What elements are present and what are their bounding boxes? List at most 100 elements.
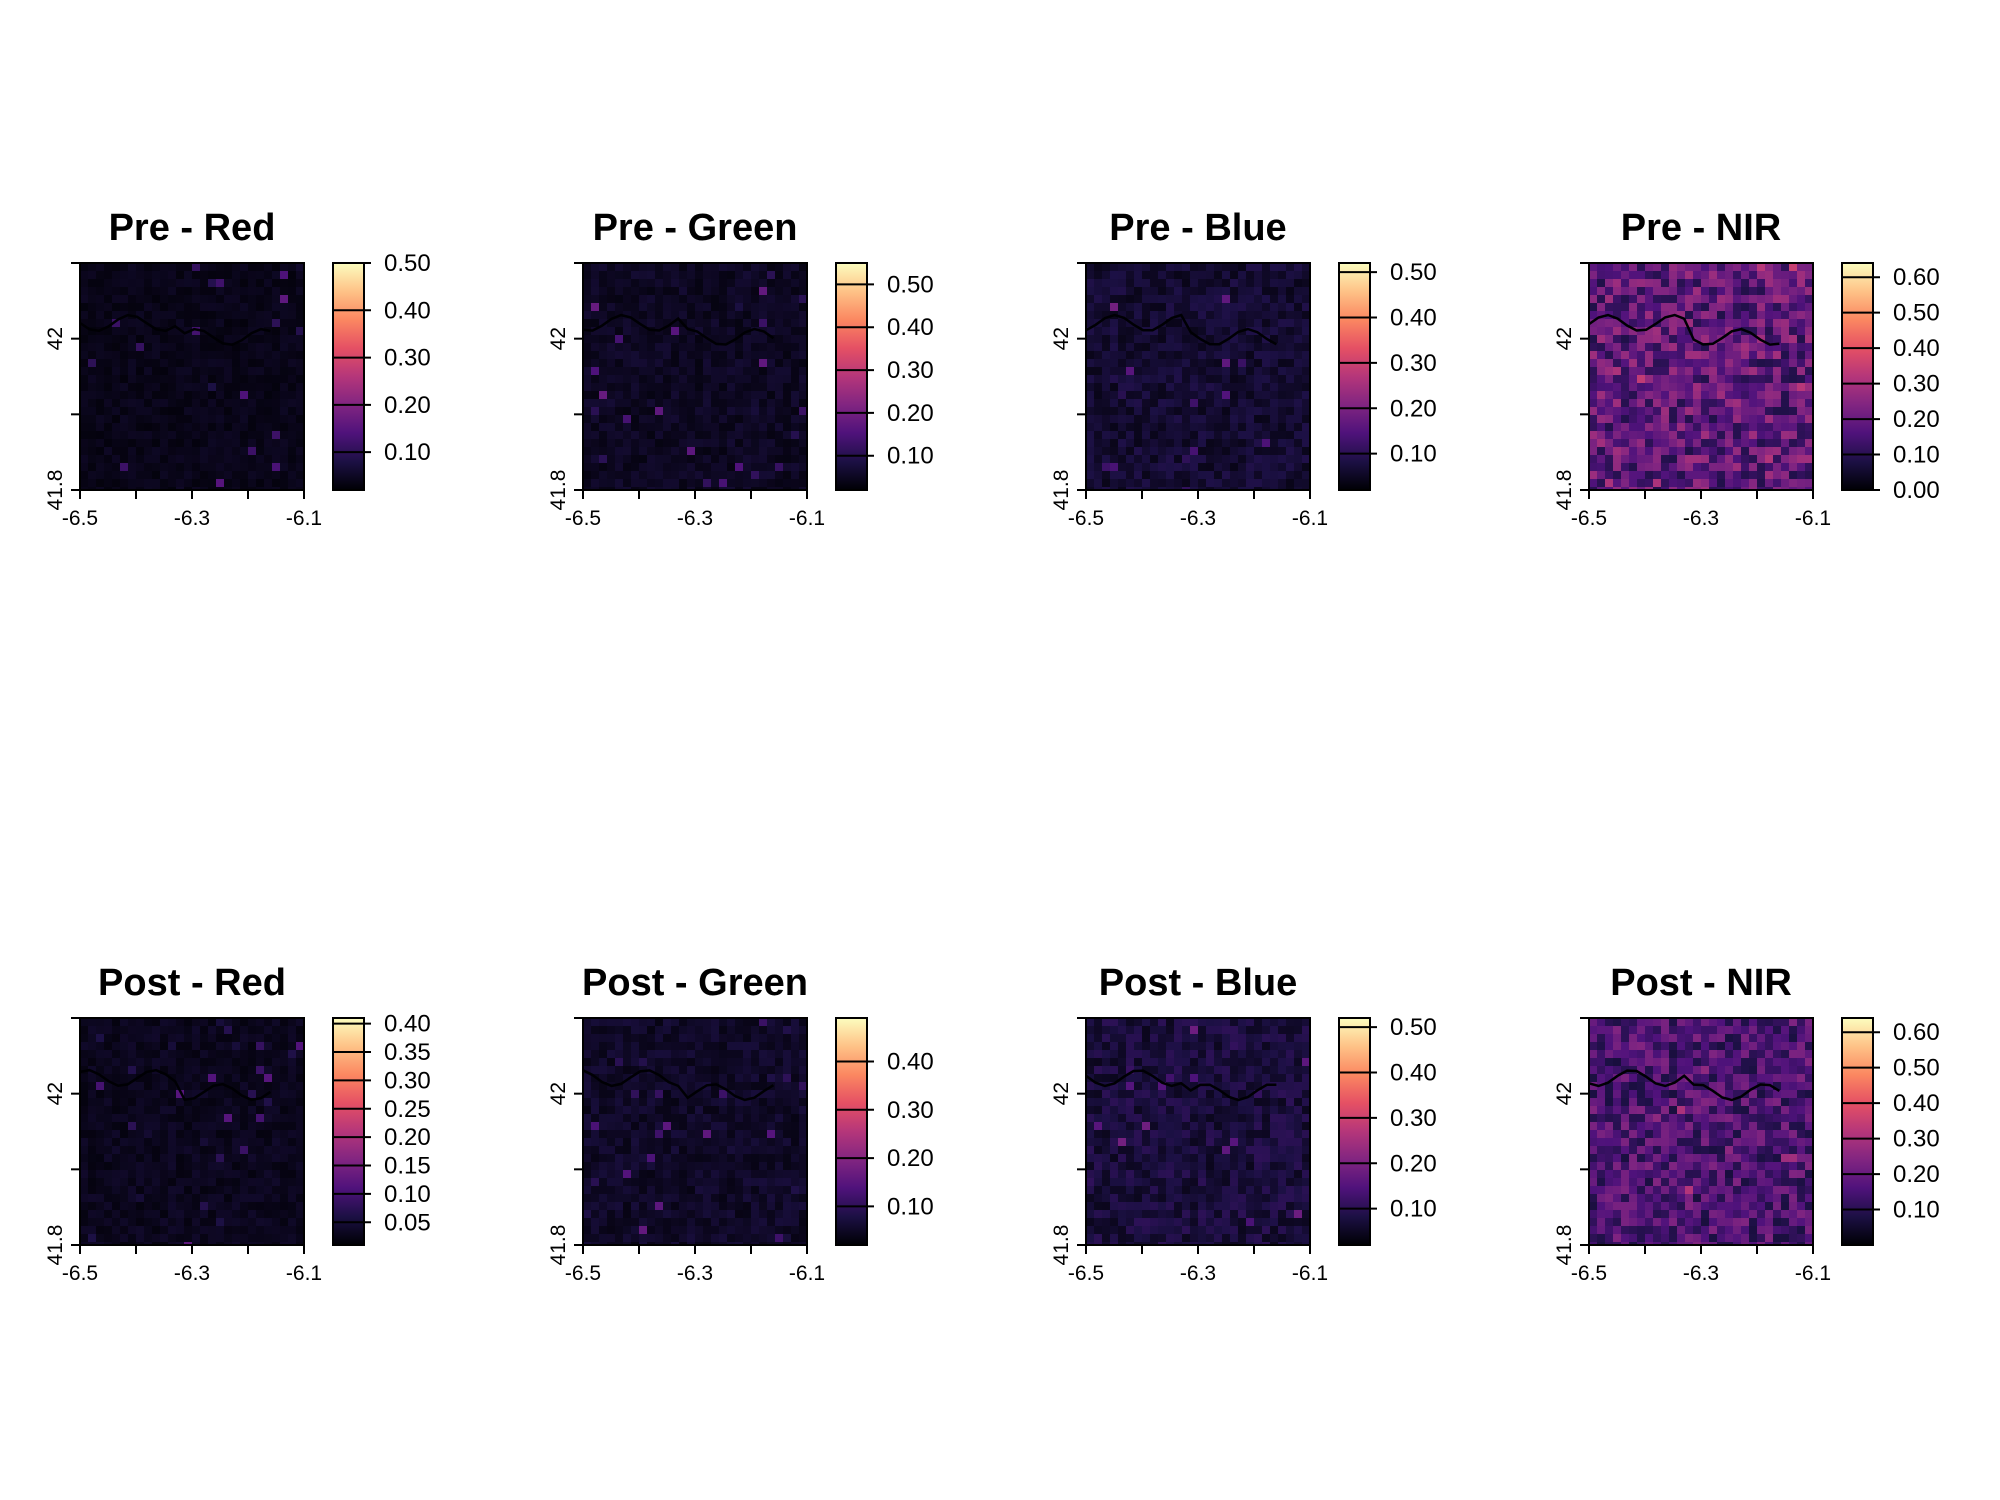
raster-cell <box>679 327 687 335</box>
raster-cell <box>775 455 783 463</box>
x-tick-label: -6.1 <box>1795 507 1831 530</box>
raster-cell <box>655 423 663 431</box>
raster-cell <box>1637 439 1645 447</box>
raster-cell <box>1086 479 1094 487</box>
raster-cell <box>1134 463 1142 471</box>
raster-cell <box>1142 295 1150 303</box>
x-tick-label: -6.3 <box>174 1262 210 1285</box>
raster-cell <box>160 1106 168 1114</box>
raster-cell <box>280 1178 288 1186</box>
raster-cell <box>1182 375 1190 383</box>
raster-cell <box>176 1186 184 1194</box>
raster-cell <box>655 1202 663 1210</box>
raster-cell <box>1230 399 1238 407</box>
raster-cell <box>1693 303 1701 311</box>
raster-cell <box>1693 455 1701 463</box>
raster-cell <box>679 1194 687 1202</box>
raster-cell <box>272 487 280 490</box>
raster-cell <box>583 479 591 487</box>
raster-cell <box>719 343 727 351</box>
raster-cell <box>671 1138 679 1146</box>
raster-cell <box>1286 295 1294 303</box>
raster-cell <box>1126 447 1134 455</box>
raster-cell <box>1142 471 1150 479</box>
raster-cell <box>1653 407 1661 415</box>
raster-cell <box>160 1090 168 1098</box>
raster-cell <box>751 1202 759 1210</box>
raster-cell <box>759 1178 767 1186</box>
raster-cell <box>1158 423 1166 431</box>
raster-cell <box>104 415 112 423</box>
raster-cell <box>783 1098 791 1106</box>
raster-cell <box>1637 303 1645 311</box>
raster-cell <box>1102 351 1110 359</box>
raster-cell <box>695 1042 703 1050</box>
raster-cell <box>80 1130 88 1138</box>
raster-cell <box>767 375 775 383</box>
raster-cell <box>88 1194 96 1202</box>
raster-cell <box>1134 447 1142 455</box>
raster-cell <box>735 1178 743 1186</box>
raster-cell <box>1278 407 1286 415</box>
raster-cell <box>1102 407 1110 415</box>
raster-cell <box>1661 407 1669 415</box>
raster-cell <box>1765 279 1773 287</box>
raster-cell <box>1302 399 1310 407</box>
raster-cell <box>1198 287 1206 295</box>
raster-cell <box>240 447 248 455</box>
raster-cell <box>184 1242 192 1245</box>
raster-cell <box>1805 399 1813 407</box>
raster-cell <box>1733 391 1741 399</box>
raster-cell <box>615 287 623 295</box>
raster-cell <box>1214 383 1222 391</box>
raster-cell <box>1302 487 1310 490</box>
raster-cell <box>80 1146 88 1154</box>
raster-cell <box>1206 327 1214 335</box>
raster-cell <box>1789 343 1797 351</box>
raster-cell <box>1206 487 1214 490</box>
raster-cell <box>176 1242 184 1245</box>
raster-cell <box>200 431 208 439</box>
raster-cell <box>128 1130 136 1138</box>
raster-cell <box>1741 311 1749 319</box>
raster-cell <box>727 399 735 407</box>
raster-cell <box>1238 263 1246 271</box>
raster-cell <box>120 1178 128 1186</box>
raster-cell <box>1669 439 1677 447</box>
raster-cell <box>136 407 144 415</box>
raster-cell <box>1294 399 1302 407</box>
raster-cell <box>136 487 144 490</box>
raster-cell <box>264 279 272 287</box>
colorbar-tick-label: 0.20 <box>384 1124 431 1151</box>
raster-cell <box>1757 439 1765 447</box>
raster-cell <box>711 479 719 487</box>
raster-cell <box>128 471 136 479</box>
raster-cell <box>711 271 719 279</box>
raster-cell <box>759 1018 767 1026</box>
raster-cell <box>264 383 272 391</box>
raster-cell <box>144 1050 152 1058</box>
raster-cell <box>1781 463 1789 471</box>
raster-cell <box>152 407 160 415</box>
raster-cell <box>1685 351 1693 359</box>
raster-cell <box>264 311 272 319</box>
raster-cell <box>144 271 152 279</box>
raster-cell <box>1613 359 1621 367</box>
raster-cell <box>152 447 160 455</box>
raster-cell <box>799 311 807 319</box>
raster-cell <box>751 1042 759 1050</box>
raster-cell <box>623 1042 631 1050</box>
raster-cell <box>1222 447 1230 455</box>
raster-cell <box>96 1122 104 1130</box>
raster-cell <box>1294 319 1302 327</box>
raster-cell <box>759 1050 767 1058</box>
raster-image <box>1589 263 1813 490</box>
raster-cell <box>663 1186 671 1194</box>
raster-cell <box>112 1058 120 1066</box>
raster-cell <box>112 327 120 335</box>
raster-cell <box>591 1058 599 1066</box>
raster-cell <box>591 351 599 359</box>
raster-cell <box>1174 295 1182 303</box>
raster-cell <box>1206 311 1214 319</box>
raster-cell <box>232 1074 240 1082</box>
